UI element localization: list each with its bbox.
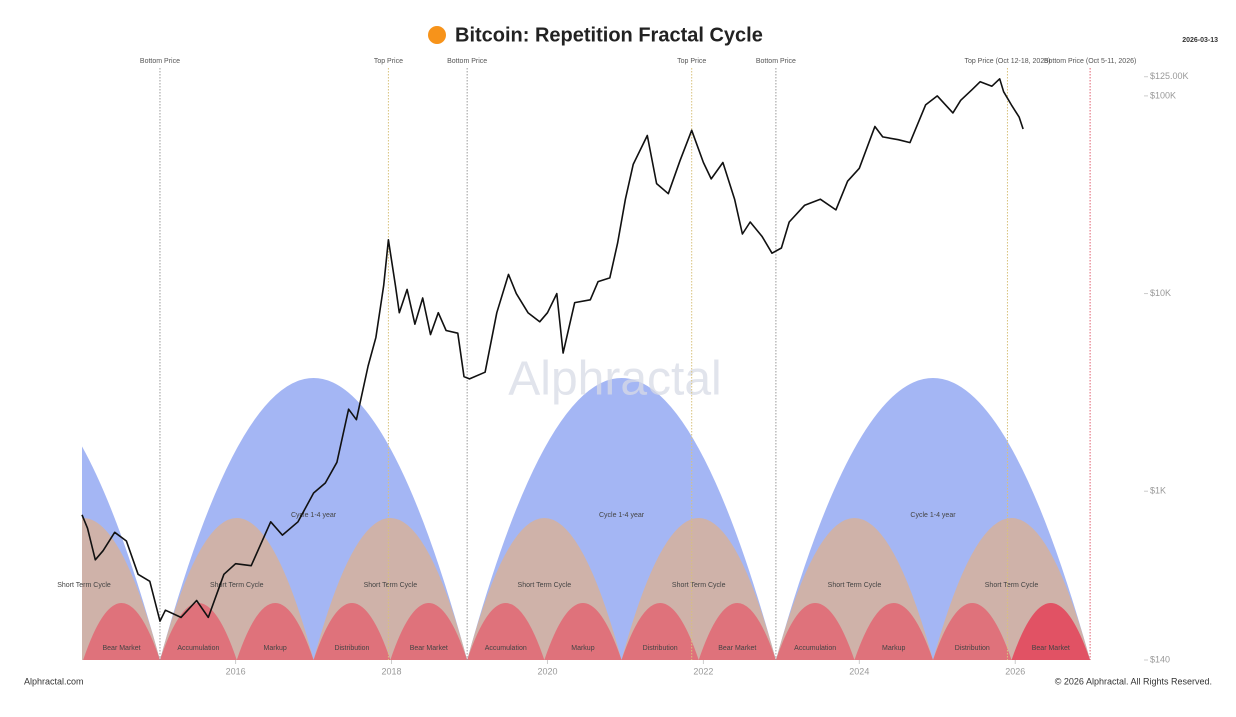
short-term-label: Short Term Cycle — [985, 582, 1039, 589]
marker-label: Bottom Price (Oct 5-11, 2026) — [1044, 58, 1136, 65]
phase-arc — [933, 603, 1012, 660]
phase-arc — [1011, 603, 1091, 660]
watermark: Alphractal — [508, 353, 721, 406]
phase-label: Accumulation — [177, 645, 219, 652]
x-tick-label: 2018 — [382, 666, 402, 676]
price-line — [81, 78, 1024, 622]
source: Alphractal.com — [24, 676, 84, 686]
phase-arc — [236, 603, 314, 660]
x-tick-label: 2024 — [849, 666, 869, 676]
bitcoin-icon — [428, 26, 446, 44]
y-tick-label: $1K — [1150, 486, 1166, 496]
cycle-label: Cycle 1-4 year — [291, 512, 337, 519]
short-term-label: Short Term Cycle — [57, 582, 111, 589]
x-tick-label: 2016 — [226, 666, 246, 676]
cycle-arcs — [0, 378, 1091, 660]
copyright: © 2026 Alphractal. All Rights Reserved. — [1055, 676, 1212, 686]
phase-arc — [854, 603, 933, 660]
phase-label: Markup — [571, 645, 594, 652]
short-term-label: Short Term Cycle — [364, 582, 418, 589]
y-tick-label: $100K — [1150, 90, 1176, 100]
marker-label: Top Price — [677, 58, 706, 65]
short-term-label: Short Term Cycle — [672, 582, 726, 589]
phase-label: Bear Market — [103, 645, 141, 652]
phase-arc — [83, 603, 160, 660]
plot-layer: $140 $1K $10K $100K $125.00K 2016 2018 2020 2022… — [57, 58, 1188, 677]
phase-label: Markup — [263, 645, 286, 652]
marker-label: Top Price (Oct 12-18, 2025) — [964, 58, 1050, 65]
phase-label: Distribution — [955, 645, 990, 652]
marker-label: Bottom Price — [756, 58, 796, 65]
phase-label: Markup — [882, 645, 905, 652]
phase-arc — [313, 603, 391, 660]
x-tick-label: 2020 — [537, 666, 557, 676]
phase-arc — [544, 603, 622, 660]
marker-label: Top Price — [374, 58, 403, 65]
short-cycle-arc — [0, 518, 6, 660]
phase-label: Accumulation — [794, 645, 836, 652]
phase-label: Distribution — [643, 645, 678, 652]
phase-label: Accumulation — [485, 645, 527, 652]
phase-label: Bear Market — [410, 645, 448, 652]
y-tick-label: $10K — [1150, 288, 1171, 298]
x-tick-label: 2026 — [1005, 666, 1025, 676]
phase-arc — [467, 603, 545, 660]
phase-label: Distribution — [334, 645, 369, 652]
phase-arc — [698, 603, 776, 660]
phase-arc — [775, 603, 855, 660]
chart-date: 2026-03-13 — [1182, 37, 1218, 44]
y-tick-label: $140 — [1150, 654, 1170, 664]
phase-label: Bear Market — [1032, 645, 1070, 652]
cycle-label: Cycle 1-4 year — [910, 512, 956, 519]
cycle-label: Cycle 1-4 year — [599, 512, 645, 519]
phase-label: Bear Market — [718, 645, 756, 652]
short-term-label: Short Term Cycle — [210, 582, 264, 589]
phase-arc — [390, 603, 468, 660]
x-tick-label: 2022 — [693, 666, 713, 676]
short-term-label: Short Term Cycle — [828, 582, 882, 589]
marker-label: Bottom Price — [447, 58, 487, 65]
chart-title: Bitcoin: Repetition Fractal Cycle — [455, 24, 763, 46]
short-term-label: Short Term Cycle — [518, 582, 572, 589]
y-tick-label: $125.00K — [1150, 71, 1189, 81]
phase-arc — [621, 603, 699, 660]
marker-label: Bottom Price — [140, 58, 180, 65]
